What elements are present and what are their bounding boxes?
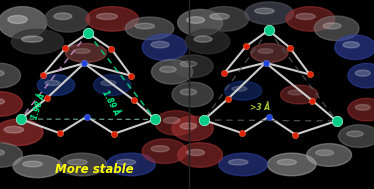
Text: >3 Å: >3 Å [250,103,270,112]
Ellipse shape [316,150,334,156]
Ellipse shape [68,159,87,165]
Ellipse shape [0,98,4,105]
Ellipse shape [65,43,107,62]
Ellipse shape [142,34,187,60]
Ellipse shape [258,49,273,53]
Ellipse shape [54,13,72,20]
Ellipse shape [8,15,27,23]
Ellipse shape [151,60,193,84]
Ellipse shape [155,111,196,135]
Ellipse shape [338,125,374,147]
Ellipse shape [37,75,75,95]
Ellipse shape [142,139,187,163]
Ellipse shape [210,13,229,19]
Text: 1.98 Å: 1.98 Å [31,91,48,120]
Ellipse shape [172,82,213,107]
Ellipse shape [232,86,247,91]
Ellipse shape [0,7,47,39]
Ellipse shape [45,80,60,86]
Ellipse shape [45,6,90,32]
Ellipse shape [245,2,294,25]
Ellipse shape [224,81,262,100]
Ellipse shape [0,63,21,88]
Ellipse shape [0,149,4,156]
Ellipse shape [172,116,213,141]
Ellipse shape [200,7,249,31]
Ellipse shape [286,7,335,31]
Ellipse shape [160,66,176,72]
Ellipse shape [58,153,107,176]
Ellipse shape [0,92,22,116]
Ellipse shape [348,63,374,88]
Ellipse shape [0,70,4,76]
Ellipse shape [135,23,154,29]
Ellipse shape [4,126,24,133]
Ellipse shape [74,49,90,53]
Ellipse shape [219,153,267,176]
Ellipse shape [185,29,230,54]
Ellipse shape [107,153,155,176]
Ellipse shape [343,42,359,48]
Ellipse shape [178,9,223,36]
Ellipse shape [11,29,64,54]
Ellipse shape [0,143,22,167]
Ellipse shape [116,159,136,165]
Ellipse shape [296,13,315,19]
Ellipse shape [229,159,248,165]
Text: More stable: More stable [55,163,134,176]
Ellipse shape [172,55,213,77]
Ellipse shape [151,41,169,48]
Ellipse shape [288,90,303,95]
Ellipse shape [180,61,197,67]
Ellipse shape [187,17,205,23]
Ellipse shape [335,35,374,60]
Ellipse shape [125,17,174,40]
Ellipse shape [96,13,117,19]
Ellipse shape [187,149,205,156]
Ellipse shape [94,75,131,95]
Ellipse shape [13,155,62,178]
Ellipse shape [255,8,274,14]
Ellipse shape [347,131,363,137]
Ellipse shape [23,161,42,167]
Ellipse shape [307,144,352,166]
Ellipse shape [355,70,370,76]
Ellipse shape [355,105,370,110]
Ellipse shape [163,117,180,123]
Ellipse shape [180,89,197,95]
Ellipse shape [277,159,297,165]
Ellipse shape [178,143,223,167]
Ellipse shape [194,36,212,42]
Ellipse shape [151,146,169,152]
Ellipse shape [251,43,288,62]
Ellipse shape [22,36,43,42]
Ellipse shape [323,23,341,29]
Ellipse shape [86,7,138,31]
Text: 1.89 Å: 1.89 Å [100,89,121,117]
Ellipse shape [314,16,359,41]
Ellipse shape [180,123,197,129]
Ellipse shape [101,80,116,86]
Ellipse shape [267,153,316,176]
Ellipse shape [0,119,43,146]
Ellipse shape [280,85,318,104]
Ellipse shape [348,98,374,121]
